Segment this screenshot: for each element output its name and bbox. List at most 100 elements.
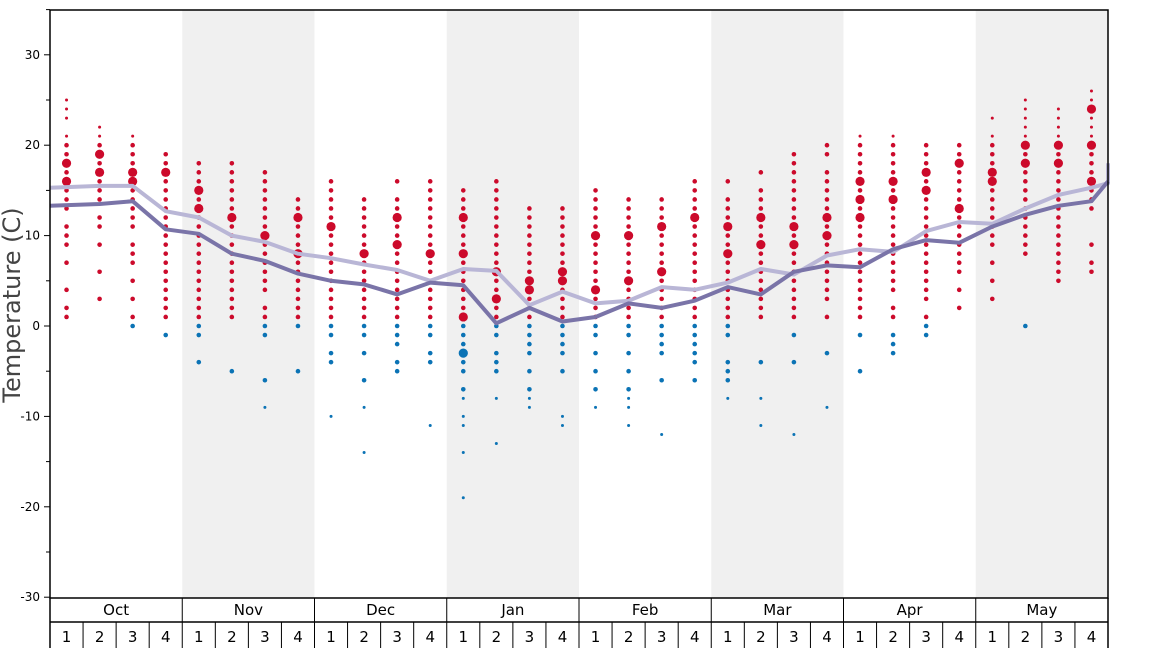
observation-dot: [660, 432, 664, 436]
observation-dot: [626, 314, 631, 320]
observation-dot: [858, 134, 862, 138]
observation-dot: [659, 215, 664, 220]
observation-dot: [1056, 151, 1061, 157]
observation-dot: [791, 179, 797, 184]
observation-dot: [461, 423, 465, 427]
observation-dot: [460, 188, 466, 193]
observation-dot: [593, 215, 598, 220]
observation-dot: [758, 197, 764, 202]
observation-dot: [295, 197, 301, 202]
observation-dot: [461, 396, 465, 400]
observation-dot: [626, 269, 631, 275]
observation-dot: [427, 179, 433, 184]
observation-dot: [791, 233, 797, 238]
observation-dot: [163, 269, 169, 275]
x-axis: Oct 1 2 3 4 Nov 1 2 3 4 Dec 1 2 3 4 Jan 1 2 3 4 Feb 1 2 3 4 Mar 1 2…: [49, 598, 1109, 648]
observation-dot: [361, 242, 367, 247]
observation-dot: [756, 240, 766, 250]
observation-dot: [692, 377, 698, 383]
observation-dot: [857, 251, 863, 256]
observation-dot: [460, 323, 466, 329]
observation-dot: [394, 233, 400, 238]
y-tick-label: 10: [25, 229, 40, 243]
observation-dot: [361, 206, 367, 211]
observation-dot: [690, 212, 700, 223]
observation-dot: [460, 233, 466, 238]
y-tick-label: -10: [20, 409, 40, 423]
observation-dot: [888, 194, 898, 205]
observation-dot: [295, 368, 301, 374]
week-label: 3: [392, 628, 402, 646]
observation-dot: [361, 287, 367, 293]
observation-dot: [855, 212, 865, 223]
observation-dot: [791, 197, 797, 202]
observation-dot: [956, 269, 962, 275]
observation-dot: [1089, 116, 1093, 120]
week-label: 4: [822, 628, 832, 646]
observation-dot: [262, 251, 268, 256]
observation-dot: [756, 212, 766, 223]
observation-dot: [361, 314, 367, 320]
observation-dot: [956, 233, 962, 238]
observation-dot: [791, 188, 797, 193]
observation-dot: [923, 142, 929, 148]
month-bands: [182, 10, 1108, 598]
observation-dot: [990, 116, 994, 120]
observation-dot: [328, 323, 334, 329]
observation-dot: [328, 359, 334, 365]
observation-dot: [626, 350, 631, 356]
observation-dot: [623, 231, 634, 241]
observation-dot: [196, 260, 202, 266]
observation-dot: [659, 233, 664, 238]
week-label: 2: [95, 628, 105, 646]
observation-dot: [758, 260, 764, 266]
observation-dot: [361, 215, 367, 220]
observation-dot: [64, 233, 69, 238]
observation-dot: [458, 249, 468, 259]
observation-dot: [460, 278, 466, 284]
observation-dot: [260, 231, 270, 241]
observation-dot: [427, 215, 433, 220]
observation-dot: [956, 151, 962, 157]
observation-dot: [229, 314, 235, 320]
observation-dot: [857, 160, 863, 166]
observation-dot: [626, 323, 631, 329]
observation-dot: [890, 206, 896, 211]
observation-dots: [61, 89, 1097, 500]
observation-dot: [64, 206, 69, 211]
observation-dot: [262, 179, 268, 184]
observation-dot: [593, 251, 598, 256]
observation-dot: [659, 278, 664, 284]
observation-dot: [890, 151, 896, 157]
observation-dot: [857, 368, 863, 374]
observation-dot: [527, 206, 532, 211]
observation-dot: [65, 107, 69, 111]
week-label: 3: [128, 628, 138, 646]
week-label: 3: [921, 628, 931, 646]
observation-dot: [1056, 170, 1061, 175]
observation-dot: [64, 170, 69, 175]
observation-dot: [890, 287, 896, 293]
observation-dot: [659, 251, 664, 256]
observation-dot: [394, 278, 400, 284]
observation-dot: [1056, 215, 1061, 220]
observation-dot: [295, 296, 301, 302]
observation-dot: [560, 368, 565, 374]
observation-dot: [593, 188, 598, 193]
observation-dot: [956, 215, 962, 220]
observation-dot: [791, 332, 797, 338]
observation-dot: [394, 314, 400, 320]
week-label: 1: [62, 628, 72, 646]
observation-dot: [725, 305, 731, 311]
observation-dot: [593, 197, 598, 202]
observation-dot: [1086, 140, 1097, 150]
observation-dot: [392, 212, 402, 223]
observation-dot: [1023, 323, 1028, 329]
observation-dot: [394, 179, 400, 184]
observation-dot: [1023, 251, 1028, 256]
observation-dot: [1056, 242, 1061, 247]
observation-dot: [427, 314, 433, 320]
observation-dot: [923, 160, 929, 166]
observation-dot: [163, 160, 169, 166]
observation-dot: [163, 188, 169, 193]
